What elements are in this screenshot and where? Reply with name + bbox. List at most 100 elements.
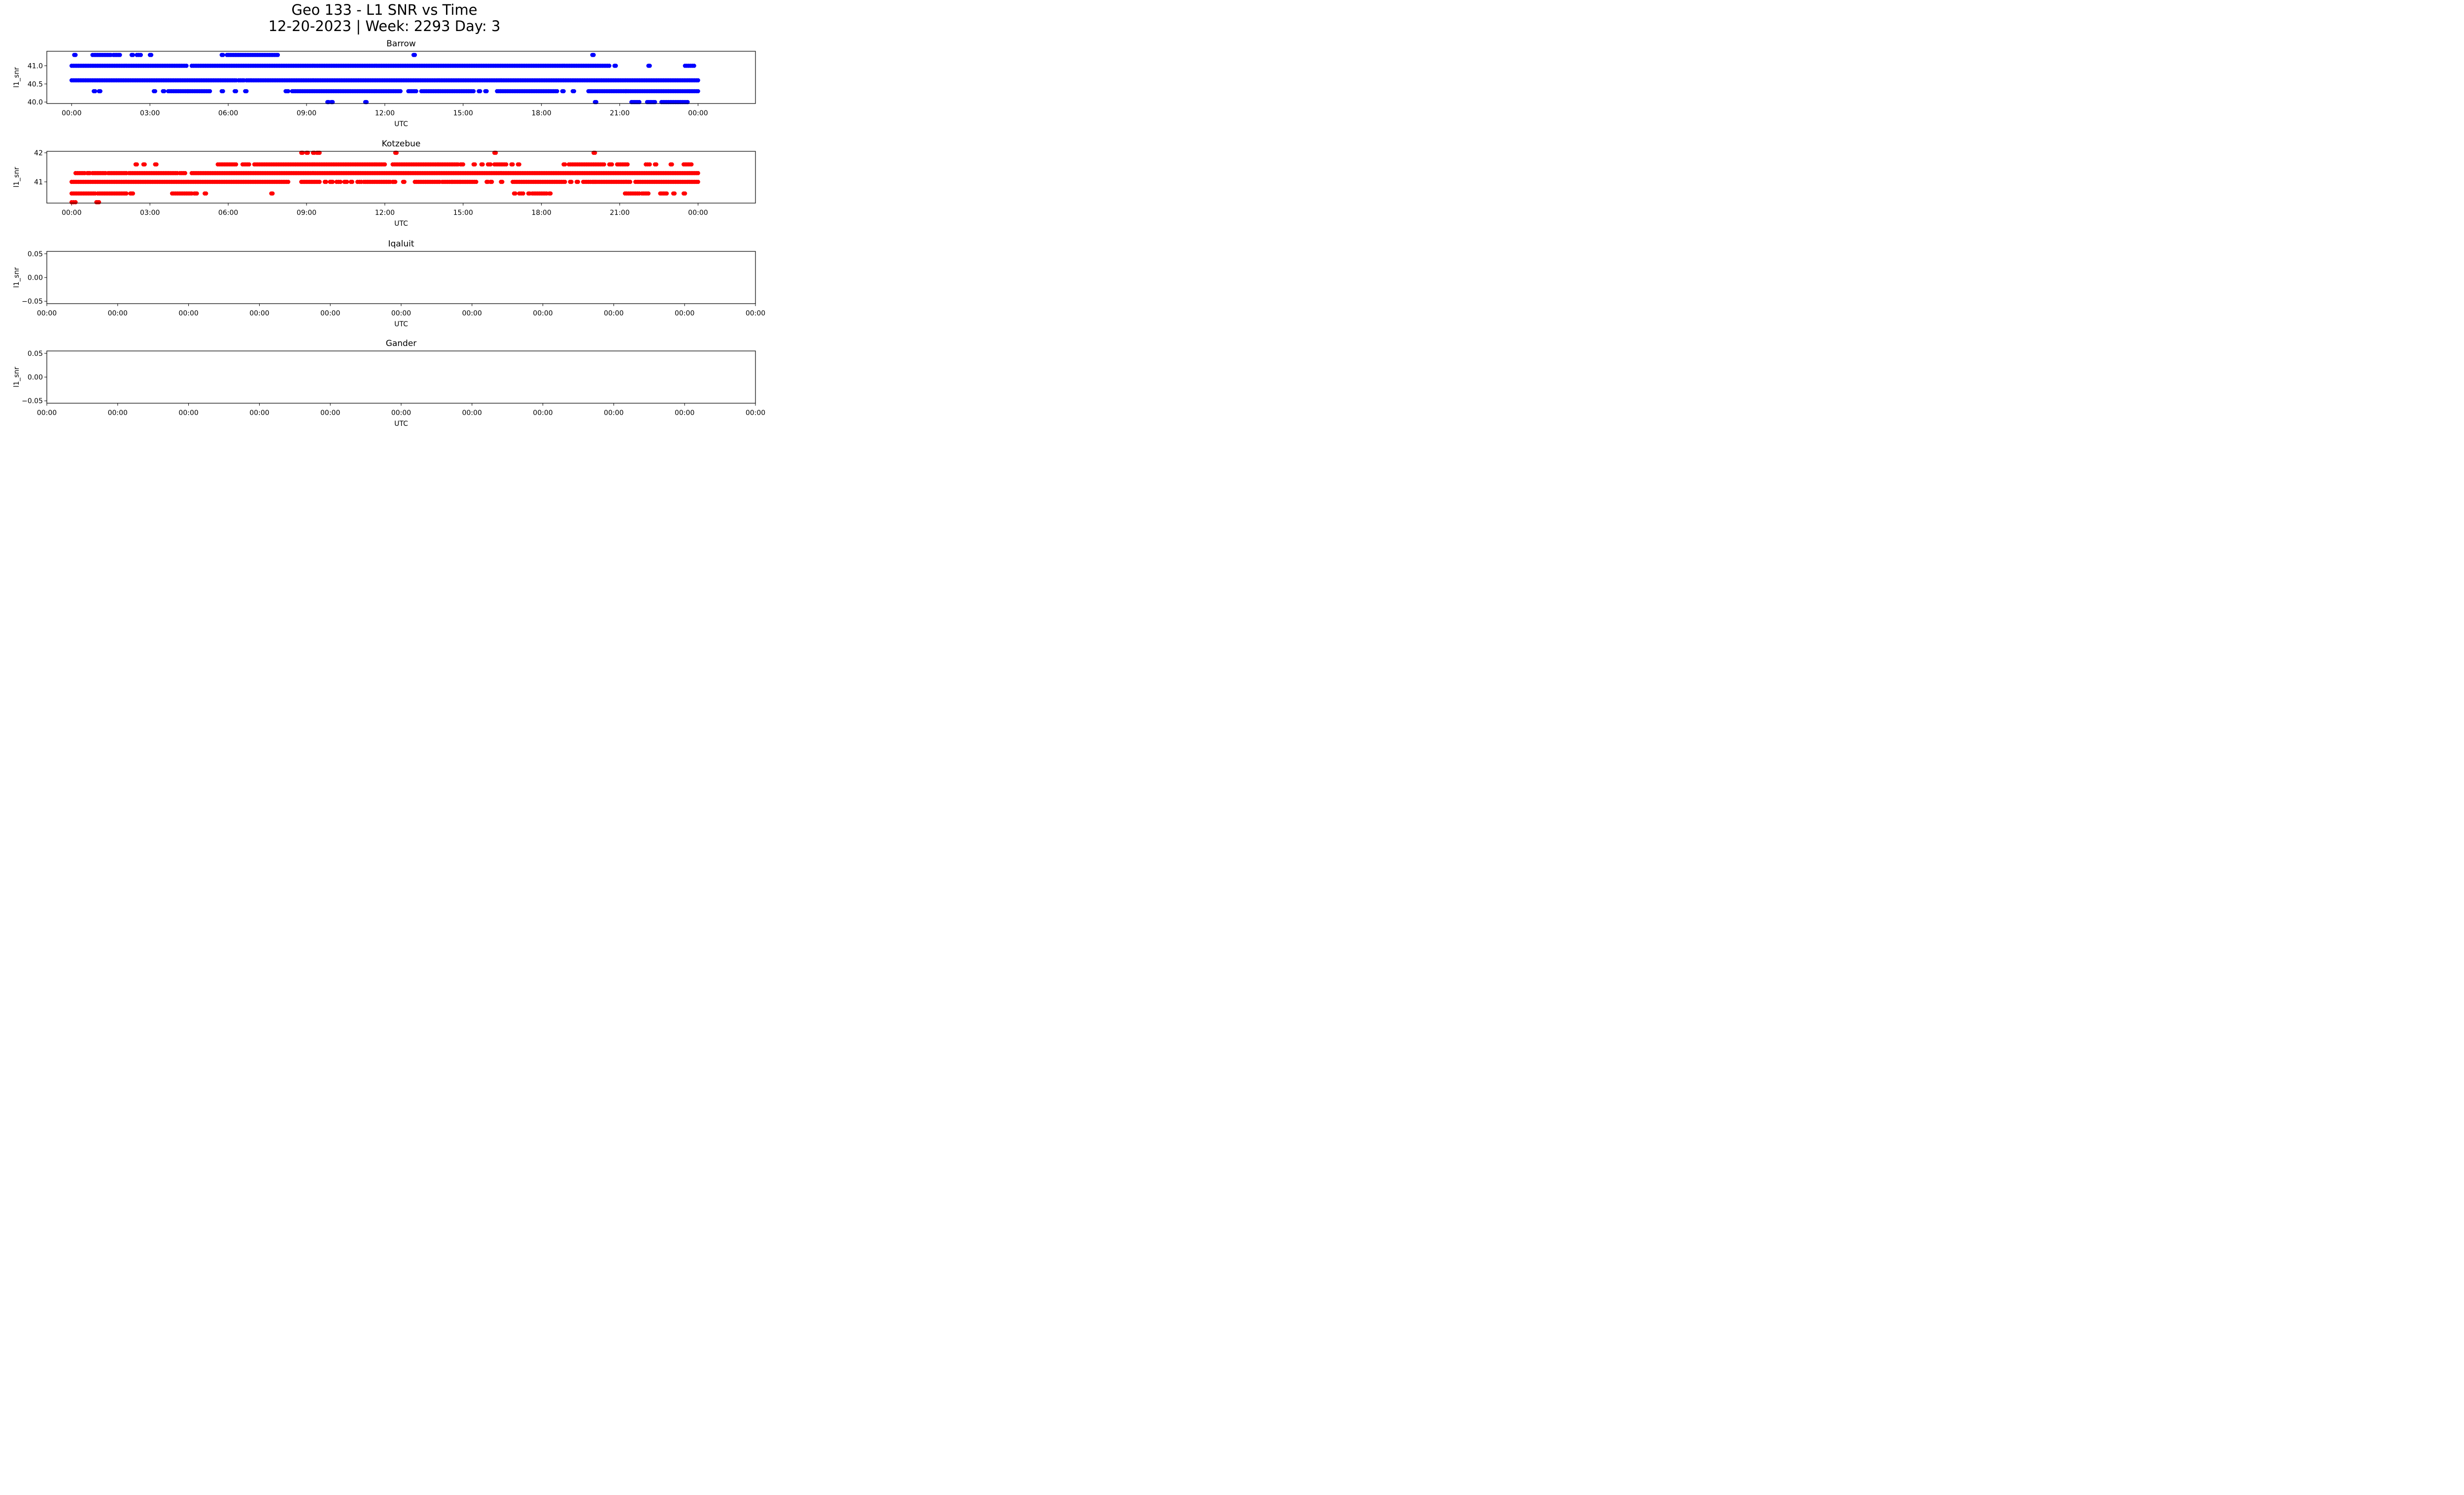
data-point [338, 179, 343, 184]
x-tick-label: 21:00 [610, 209, 629, 217]
x-tick-label: 00:00 [533, 310, 552, 317]
data-point [670, 162, 674, 167]
data-point [244, 89, 249, 94]
y-axis-label: l1_snr [13, 167, 21, 187]
x-axis-label: UTC [394, 120, 408, 128]
data-point [511, 162, 515, 167]
data-point [306, 150, 310, 155]
data-point [394, 150, 399, 155]
x-tick-label: 03:00 [140, 209, 160, 217]
data-point [648, 64, 652, 68]
x-axis-label: UTC [394, 320, 408, 328]
x-tick-label: 06:00 [218, 109, 238, 117]
data-point [607, 64, 612, 68]
data-point [131, 191, 136, 196]
x-tick-label: 00:00 [675, 409, 694, 417]
x-tick-label: 00:00 [604, 310, 623, 317]
data-point [569, 179, 574, 184]
data-point [625, 162, 630, 167]
data-point [93, 89, 98, 94]
data-point [473, 162, 477, 167]
x-tick-label: 00:00 [62, 109, 81, 117]
data-point [696, 78, 700, 83]
data-point [521, 191, 525, 196]
data-point [382, 162, 387, 167]
x-axis-label: UTC [394, 220, 408, 228]
data-point [683, 191, 687, 196]
x-tick-label: 00:00 [533, 409, 552, 417]
data-point [500, 179, 505, 184]
data-point [142, 162, 147, 167]
figure-title-line-1: Geo 133 - L1 SNR vs Time [291, 1, 478, 18]
x-tick-label: 00:00 [462, 409, 482, 417]
plot-frame [46, 251, 756, 304]
x-tick-label: 21:00 [610, 109, 629, 117]
x-tick-label: 00:00 [108, 310, 128, 317]
subplot-kotzebue: Kotzebue 41 42 00:00 03:00 06:00 09:00 12:00 15:… [13, 139, 756, 228]
data-point [561, 89, 566, 94]
data-point [664, 191, 669, 196]
data-point [162, 89, 167, 94]
x-tick-label: 00:00 [108, 409, 128, 417]
data-point [478, 89, 482, 94]
x-tick-label: 03:00 [140, 109, 160, 117]
data-point [610, 162, 614, 167]
y-tick-label: 0.05 [28, 350, 43, 358]
data-point [504, 162, 509, 167]
data-point [183, 171, 188, 175]
x-tick-label: 00:00 [675, 310, 694, 317]
data-point [350, 179, 354, 184]
data-point [461, 162, 466, 167]
x-axis-label: UTC [394, 420, 408, 428]
data-point [234, 162, 239, 167]
data-point [685, 100, 690, 104]
plot-frame [46, 51, 756, 104]
figure: Geo 133 - L1 SNR vs Time 12-20-2023 | We… [0, 0, 769, 431]
y-tick-label: 40.5 [28, 80, 43, 88]
data-point [652, 100, 657, 104]
data-point [286, 89, 291, 94]
data-point [576, 179, 581, 184]
x-tick-label: 00:00 [746, 409, 765, 417]
data-point [195, 191, 199, 196]
data-point [131, 53, 136, 57]
data-point [286, 179, 291, 184]
x-tick-label: 00:00 [249, 310, 269, 317]
subplot-iqaluit: Iqaluit −0.05 0.00 0.05 00:00 00:00 00:00 00:00… [13, 239, 765, 328]
plot-frame [46, 151, 756, 204]
data-point [153, 89, 158, 94]
x-tick-label: 00:00 [37, 310, 57, 317]
data-point [97, 200, 102, 205]
data-point [124, 191, 129, 196]
data-point [317, 179, 322, 184]
subplot-title: Barrow [386, 39, 416, 49]
y-axis-label: l1_snr [13, 67, 21, 88]
data-point [646, 191, 651, 196]
data-point [364, 100, 369, 104]
subplot-title: Iqaluit [388, 239, 414, 249]
data-point [548, 191, 553, 196]
x-tick-label: 00:00 [249, 409, 269, 417]
data-point [493, 150, 498, 155]
x-tick-label: 00:00 [320, 310, 340, 317]
data-point [696, 89, 700, 94]
data-point [149, 53, 154, 57]
x-tick-label: 18:00 [532, 109, 551, 117]
x-tick-label: 18:00 [532, 209, 551, 217]
data-point [563, 162, 567, 167]
data-point [628, 179, 633, 184]
data-point [221, 89, 225, 94]
data-point [517, 162, 521, 167]
data-point [221, 53, 225, 57]
x-tick-label: 09:00 [297, 109, 316, 117]
data-point [602, 162, 607, 167]
data-point [275, 53, 280, 57]
y-tick-label: 0.00 [28, 374, 43, 382]
y-tick-label: 40.0 [28, 99, 43, 106]
data-point [696, 171, 700, 175]
data-point [689, 162, 694, 167]
data-point [489, 179, 494, 184]
data-point [591, 53, 596, 57]
y-tick-label: 0.05 [28, 250, 43, 258]
data-point [654, 162, 658, 167]
